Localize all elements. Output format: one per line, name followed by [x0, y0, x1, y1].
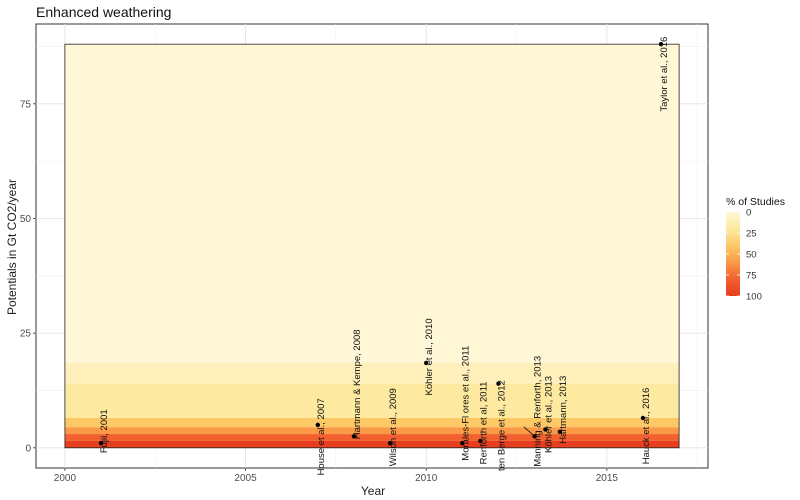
x-tick-label: 2010: [415, 473, 438, 484]
legend-tick-label: 50: [746, 250, 757, 261]
legend-tick-label: 25: [746, 229, 757, 240]
x-tick-label: 2015: [596, 473, 619, 484]
x-axis-title: Year: [361, 484, 385, 498]
legend-colorbar: [726, 212, 740, 296]
legend: % of Studies 0 25 50 75 100: [726, 196, 785, 303]
x-tick-label: 2000: [54, 473, 77, 484]
data-label: Manning & Renforth, 2013: [533, 356, 544, 467]
plot-area: Fujii, 2001 House et al., 2007 Hartmann & …: [20, 23, 709, 484]
label-connector: [523, 426, 535, 437]
data-point: [478, 438, 483, 444]
data-point: [460, 441, 465, 446]
data-label: Renforth et al, 2011: [478, 382, 489, 465]
data-label: Köhler et al., 2010: [424, 318, 435, 395]
data-label: Hartmann, 2013: [558, 376, 569, 444]
data-point: [532, 434, 537, 439]
data-point: [543, 427, 548, 432]
data-point: [423, 360, 429, 366]
data-label: Köhler et al., 2013: [543, 376, 554, 453]
data-label: Hauck et al., 2016: [641, 388, 652, 465]
data-point: [387, 441, 393, 446]
heat-band: [64, 434, 680, 441]
data-point: [351, 434, 357, 439]
data-point: [557, 429, 563, 434]
data-label: ten Berge et al., 2012: [496, 380, 507, 471]
data-label: Taylor et al., 2016: [659, 37, 670, 112]
heat-band: [64, 383, 680, 419]
data-label: Morales-Fl ores et al., 2011: [460, 346, 471, 461]
x-tick-label: 2005: [234, 473, 257, 484]
data-label: Hartmann & Kempe, 2008: [352, 329, 363, 439]
heat-band-outline: [64, 43, 680, 449]
y-tick-label: 25: [20, 329, 32, 340]
y-tick-label: 0: [25, 443, 31, 454]
data-point: [658, 41, 664, 47]
heat-band: [64, 44, 680, 363]
legend-tick-label: 75: [746, 271, 757, 282]
heat-band: [64, 427, 680, 435]
data-label: House et al., 2007: [316, 398, 327, 475]
legend-title: % of Studies: [726, 196, 785, 208]
y-axis-title: Potentials in Gt CO2/year: [5, 179, 19, 315]
data-label: Fujii, 2001: [99, 409, 110, 453]
y-tick-label: 50: [20, 214, 32, 225]
legend-tick-label: 100: [746, 292, 762, 303]
data-point: [98, 441, 104, 446]
heat-band: [64, 362, 680, 384]
y-tick-label: 75: [20, 99, 32, 110]
heat-band: [64, 440, 680, 448]
heat-band: [64, 418, 680, 428]
data-point: [315, 422, 321, 428]
data-label: Wilson et al., 2009: [388, 388, 399, 466]
chart-title: Enhanced weathering: [36, 4, 171, 20]
data-point: [496, 381, 501, 386]
data-point: [640, 415, 646, 421]
legend-tick-label: 0: [746, 208, 751, 219]
